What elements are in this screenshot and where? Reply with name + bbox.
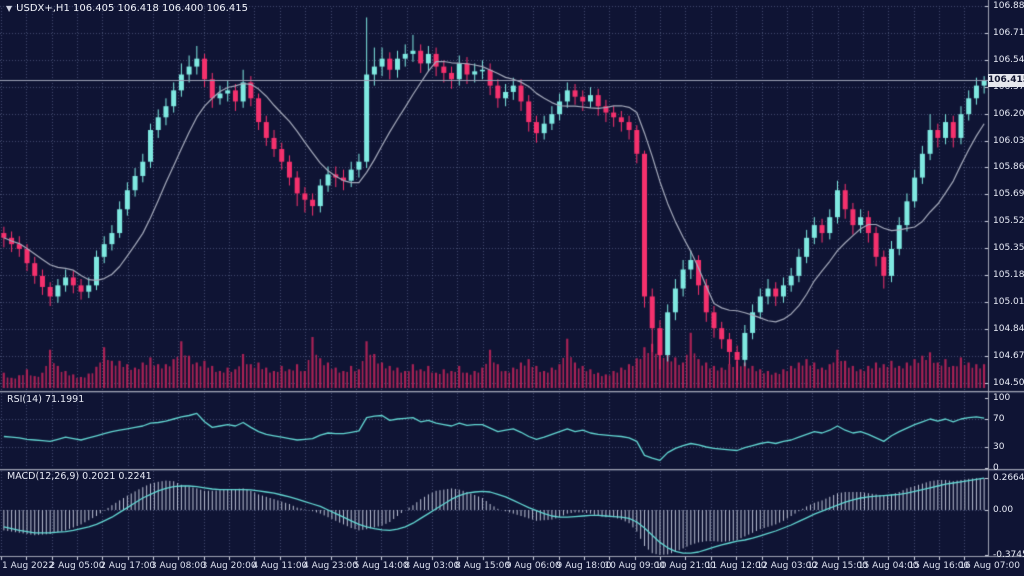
time-axis-label: 4 Aug 23:00 — [303, 561, 358, 571]
time-axis-label: 3 Aug 08:00 — [150, 561, 206, 571]
price-tick-label: 106.540 — [993, 55, 1024, 66]
price-tick-label: 105.015 — [993, 297, 1024, 307]
rsi-indicator-label: RSI(14) 71.1991 — [7, 394, 85, 405]
macd-indicator-label: MACD(12,26,9) 0.2021 0.2241 — [7, 471, 152, 482]
rsi-tick-label: 30 — [993, 442, 1005, 452]
symbol-ohlc-label: USDX+,H1 106.405 106.418 106.400 106.415 — [16, 3, 248, 14]
time-axis-label: 11 Aug 12:00 — [705, 561, 767, 571]
time-axis-label: 2 Aug 05:00 — [49, 561, 105, 571]
price-tick-label: 104.505 — [993, 377, 1024, 388]
time-axis-label: 1 Aug 2022 — [2, 561, 54, 571]
time-axis-label: 10 Aug 09:00 — [604, 561, 666, 571]
price-tick-label: 106.370 — [993, 82, 1024, 93]
rsi-tick-label: 70 — [993, 414, 1005, 424]
time-axis-label: 3 Aug 20:00 — [201, 561, 257, 571]
time-axis-label: 15 Aug 04:00 — [857, 561, 919, 571]
time-axis-label: 5 Aug 14:00 — [353, 561, 409, 571]
price-tick-label: 105.355 — [993, 243, 1024, 254]
time-axis-label: 16 Aug 07:00 — [959, 561, 1020, 571]
time-axis-label: 12 Aug 15:00 — [807, 561, 868, 571]
time-axis-label: 2 Aug 17:00 — [100, 561, 156, 571]
price-tick-label: 104.675 — [993, 350, 1024, 361]
current-price-tag: 106.415 — [988, 73, 1024, 87]
price-tick-label: 106.200 — [993, 109, 1024, 120]
time-axis-label: 9 Aug 06:00 — [505, 561, 561, 571]
macd-tick-label: 0.00 — [993, 505, 1014, 515]
rsi-tick-label: 0 — [993, 463, 999, 473]
chart-title: ▼ USDX+,H1 106.405 106.418 106.400 106.41… — [6, 3, 248, 14]
price-tick-label: 105.865 — [993, 162, 1024, 173]
price-tick-label: 105.695 — [993, 189, 1024, 200]
price-tick-label: 106.710 — [993, 28, 1024, 39]
time-axis-label: 10 Aug 21:00 — [655, 561, 716, 571]
dropdown-arrow-icon[interactable]: ▼ — [6, 4, 13, 13]
time-axis-label: 9 Aug 18:00 — [556, 561, 612, 571]
price-tick-label: 104.845 — [993, 323, 1024, 334]
time-axis-label: 8 Aug 15:00 — [455, 561, 511, 571]
time-axis-label: 4 Aug 11:00 — [252, 561, 308, 571]
macd-tick-label: -0.3745 — [993, 549, 1024, 560]
price-tick-label: 106.880 — [993, 1, 1024, 12]
macd-tick-label: 0.2664 — [993, 473, 1024, 484]
time-axis-label: 12 Aug 03:00 — [756, 561, 818, 571]
price-tick-label: 106.030 — [993, 136, 1024, 147]
time-axis-label: 8 Aug 03:00 — [404, 561, 460, 571]
price-tick-label: 105.185 — [993, 270, 1024, 281]
rsi-tick-label: 100 — [993, 393, 1011, 403]
time-axis-label: 15 Aug 16:00 — [908, 561, 970, 571]
price-tick-label: 105.525 — [993, 216, 1024, 227]
